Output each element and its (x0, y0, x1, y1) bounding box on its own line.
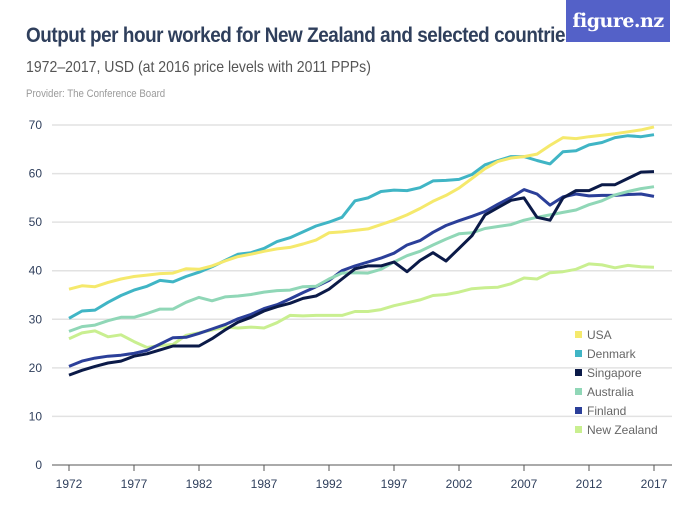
y-tick-label: 40 (29, 264, 43, 278)
y-tick-label: 50 (29, 215, 43, 229)
series-line-usa (68, 125, 655, 291)
series-line-denmark (68, 133, 655, 320)
series-line-new-zealand (68, 262, 655, 349)
legend-swatch (575, 331, 582, 338)
page-title: Output per hour worked for New Zealand a… (26, 24, 576, 47)
y-tick-label: 60 (29, 167, 43, 181)
subtitle: 1972–2017, USD (at 2016 price levels wit… (26, 59, 371, 76)
x-tick-label: 1997 (381, 477, 408, 491)
series-line-australia (68, 185, 655, 333)
legend-swatch (575, 407, 582, 414)
legend-swatch (575, 388, 582, 395)
x-tick-label: 2012 (576, 477, 603, 491)
legend-label: Australia (587, 385, 634, 399)
legend-swatch (575, 350, 582, 357)
x-tick-label: 1977 (121, 477, 148, 491)
legend-label: New Zealand (587, 423, 658, 437)
series-line-singapore (68, 170, 655, 377)
legend-label: USA (587, 328, 612, 342)
x-tick-label: 2007 (511, 477, 538, 491)
y-tick-label: 10 (29, 409, 43, 423)
figure-nz-logo[interactable]: figure.nz (566, 0, 670, 42)
x-tick-label: 2002 (446, 477, 473, 491)
y-tick-label: 30 (29, 312, 43, 326)
x-tick-label: 1972 (56, 477, 83, 491)
x-tick-label: 1982 (186, 477, 213, 491)
provider-note: Provider: The Conference Board (26, 88, 166, 100)
legend-label: Singapore (587, 366, 642, 380)
legend-label: Finland (587, 404, 626, 418)
y-tick-label: 70 (29, 118, 43, 132)
x-tick-label: 2017 (641, 477, 668, 491)
legend-label: Denmark (587, 347, 637, 361)
y-tick-label: 20 (29, 361, 43, 375)
legend-swatch (575, 369, 582, 376)
legend-swatch (575, 426, 582, 433)
x-tick-label: 1987 (251, 477, 278, 491)
y-tick-label: 0 (35, 458, 42, 472)
x-tick-label: 1992 (316, 477, 343, 491)
series-line-finland (68, 188, 655, 368)
